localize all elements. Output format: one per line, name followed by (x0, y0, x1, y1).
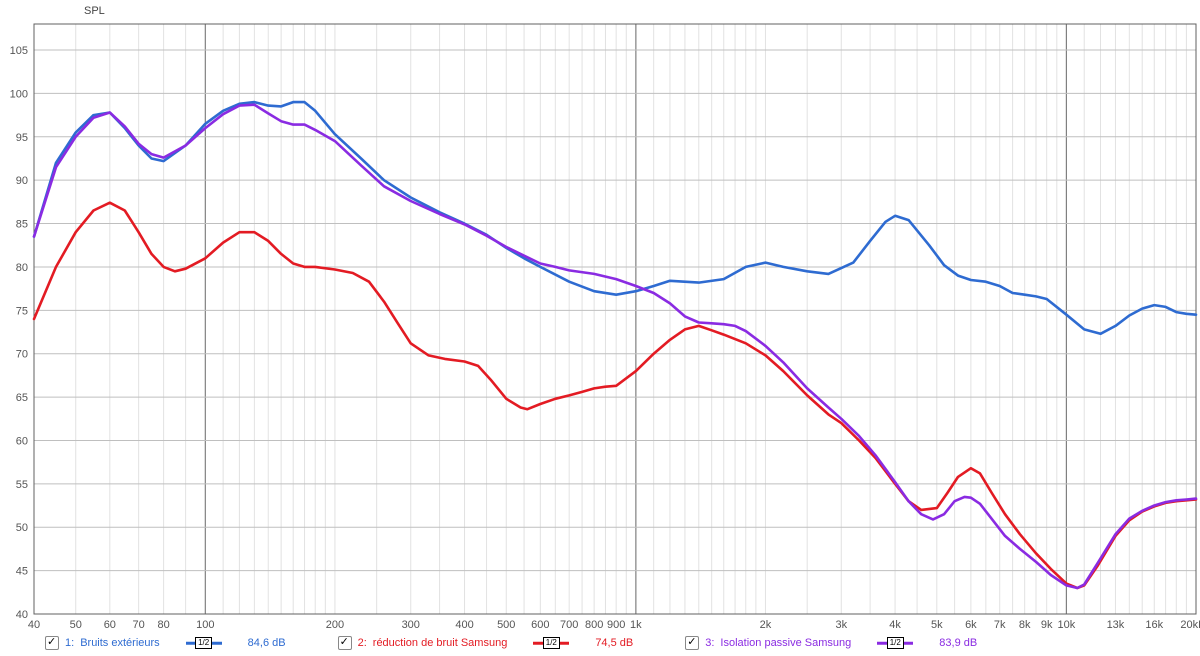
svg-text:50: 50 (16, 522, 28, 534)
svg-text:40: 40 (16, 609, 28, 621)
svg-text:65: 65 (16, 392, 28, 404)
chart-svg: 40 45 50 55 60 65 70 75 80 85 90 95 100 105 SPL 40 50 60 7… (0, 0, 1200, 656)
legend-prefix-3: 3: (705, 637, 714, 649)
legend-swatch-2: 1/2 (533, 636, 569, 650)
legend-name-1: Bruits extérieurs (80, 637, 159, 649)
svg-text:4k: 4k (889, 619, 901, 631)
svg-text:1k: 1k (630, 619, 642, 631)
legend-swatch-1: 1/2 (186, 636, 222, 650)
frequency-response-chart: 40 45 50 55 60 65 70 75 80 85 90 95 100 105 SPL 40 50 60 7… (0, 0, 1200, 656)
svg-text:45: 45 (16, 566, 28, 578)
chart-legend: 1: Bruits extérieurs 1/2 84,6 dB 2: rédu… (45, 634, 1190, 652)
svg-text:8k: 8k (1019, 619, 1031, 631)
svg-text:3k: 3k (835, 619, 847, 631)
legend-checkbox-1[interactable] (45, 636, 59, 650)
legend-prefix-2: 2: (358, 637, 367, 649)
svg-text:80: 80 (157, 619, 169, 631)
legend-prefix-1: 1: (65, 637, 74, 649)
svg-text:80: 80 (16, 262, 28, 274)
svg-text:9k: 9k (1041, 619, 1053, 631)
svg-text:2k: 2k (760, 619, 772, 631)
legend-checkbox-2[interactable] (338, 636, 352, 650)
svg-text:300: 300 (402, 619, 420, 631)
legend-item-3[interactable]: 3: Isolation passive Samsung (685, 636, 851, 650)
legend-swatch-3: 1/2 (877, 636, 913, 650)
svg-text:105: 105 (10, 45, 28, 57)
svg-text:40: 40 (28, 619, 40, 631)
svg-text:85: 85 (16, 219, 28, 231)
svg-text:500: 500 (497, 619, 515, 631)
svg-text:75: 75 (16, 305, 28, 317)
svg-text:90: 90 (16, 175, 28, 187)
legend-value-2: 74,5 dB (595, 637, 633, 649)
svg-text:10k: 10k (1058, 619, 1076, 631)
legend-name-2: réduction de bruit Samsung (373, 637, 508, 649)
svg-text:95: 95 (16, 132, 28, 144)
legend-swatch-label-1: 1/2 (195, 637, 212, 649)
svg-text:700: 700 (560, 619, 578, 631)
svg-text:20kHz: 20kHz (1180, 619, 1200, 631)
svg-text:7k: 7k (994, 619, 1006, 631)
svg-text:5k: 5k (931, 619, 943, 631)
svg-text:900: 900 (607, 619, 625, 631)
legend-swatch-label-3: 1/2 (887, 637, 904, 649)
svg-text:SPL: SPL (84, 5, 105, 17)
legend-item-2[interactable]: 2: réduction de bruit Samsung (338, 636, 508, 650)
svg-text:16k: 16k (1145, 619, 1163, 631)
svg-text:55: 55 (16, 479, 28, 491)
legend-value-3: 83,9 dB (939, 637, 977, 649)
svg-text:60: 60 (104, 619, 116, 631)
legend-swatch-label-2: 1/2 (543, 637, 560, 649)
svg-text:50: 50 (70, 619, 82, 631)
svg-text:100: 100 (10, 88, 28, 100)
svg-text:600: 600 (531, 619, 549, 631)
legend-item-1[interactable]: 1: Bruits extérieurs (45, 636, 160, 650)
legend-name-3: Isolation passive Samsung (720, 637, 851, 649)
svg-text:60: 60 (16, 435, 28, 447)
svg-text:200: 200 (326, 619, 344, 631)
legend-checkbox-3[interactable] (685, 636, 699, 650)
svg-text:6k: 6k (965, 619, 977, 631)
svg-text:70: 70 (133, 619, 145, 631)
legend-value-1: 84,6 dB (248, 637, 286, 649)
svg-text:70: 70 (16, 349, 28, 361)
svg-text:400: 400 (455, 619, 473, 631)
svg-text:100: 100 (196, 619, 214, 631)
svg-text:13k: 13k (1107, 619, 1125, 631)
svg-text:800: 800 (585, 619, 603, 631)
